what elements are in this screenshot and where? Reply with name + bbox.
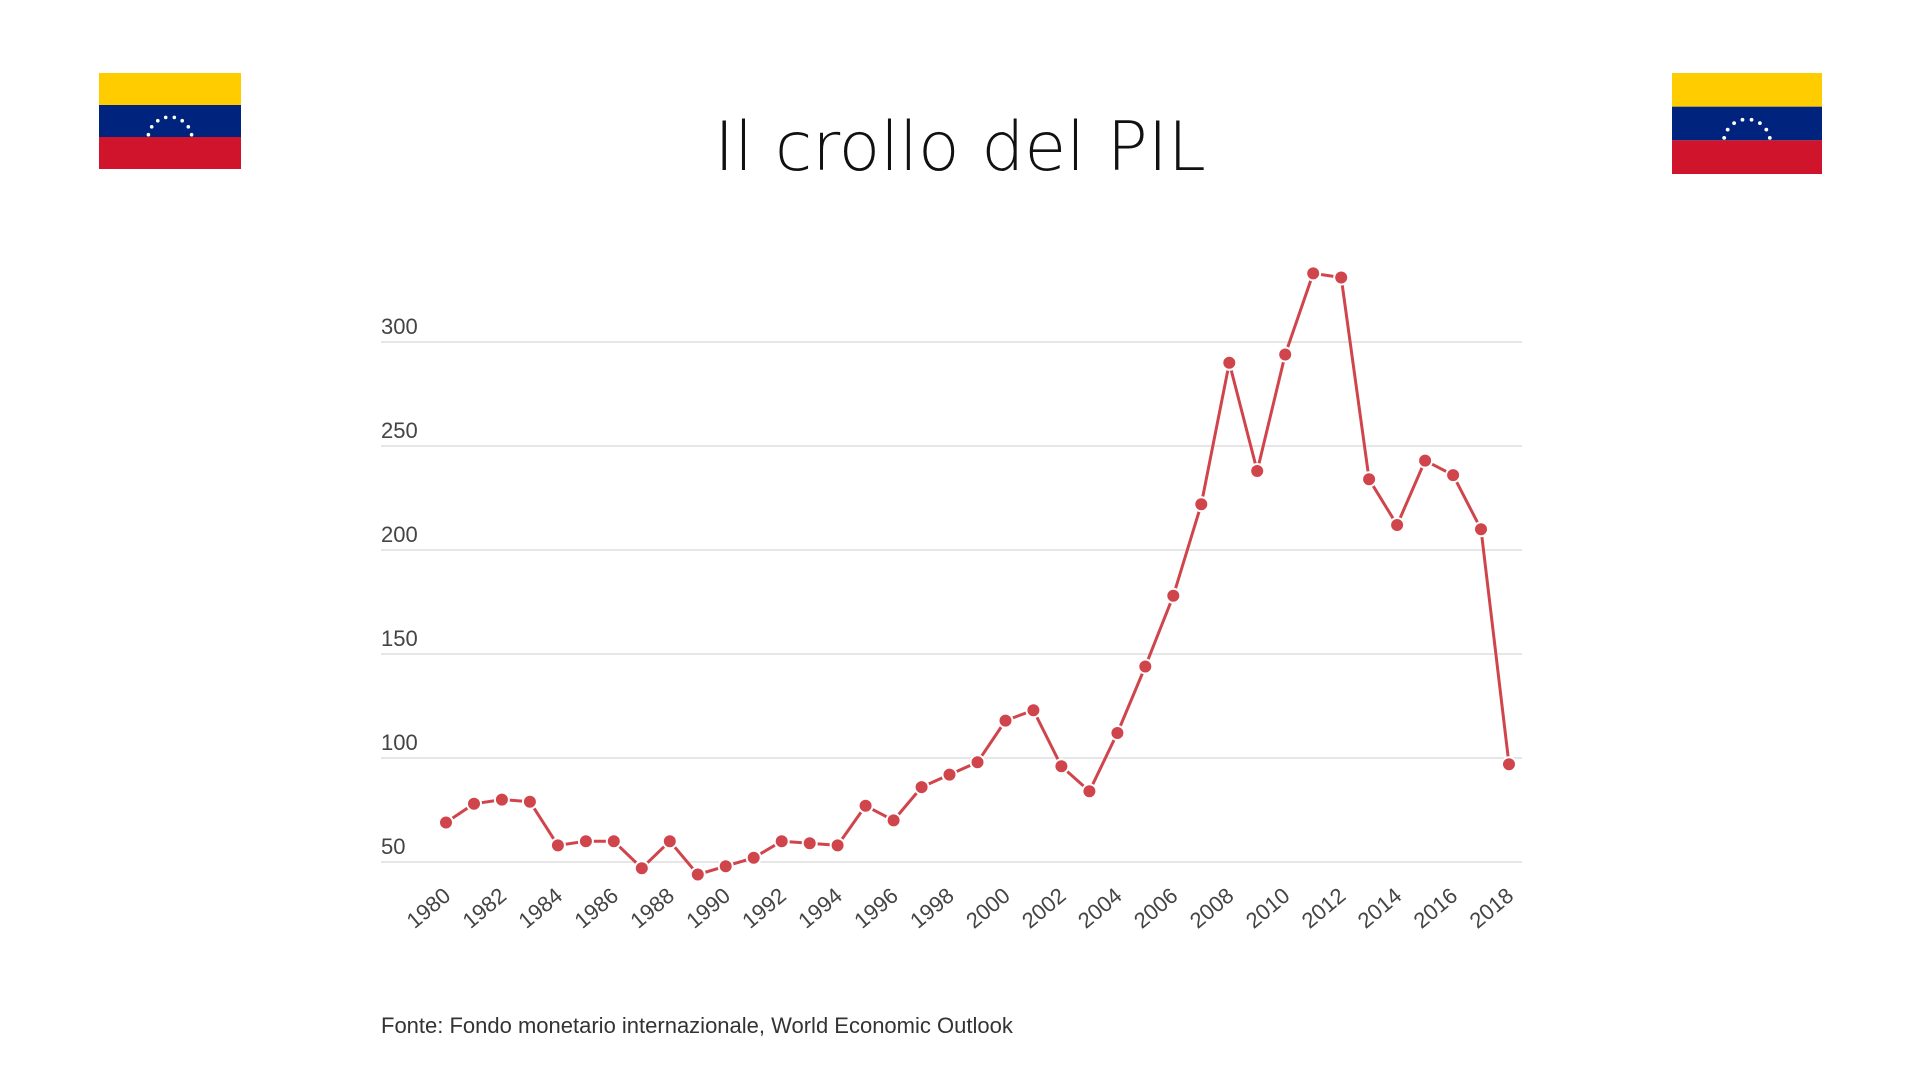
- x-tick-label: 1998: [905, 883, 959, 934]
- flag-star: [186, 125, 191, 129]
- data-point: [1305, 265, 1322, 282]
- flag-star: [1740, 117, 1745, 122]
- y-axis-tick-labels: 50 100 150 200 250 300: [381, 314, 418, 859]
- flag-star: [1722, 136, 1727, 140]
- data-point: [466, 795, 482, 812]
- x-tick-label: 2008: [1185, 883, 1239, 934]
- data-point: [1333, 269, 1350, 286]
- flag-star: [146, 132, 151, 137]
- x-tick-label: 2014: [1353, 883, 1407, 934]
- x-tick-label: 2012: [1297, 883, 1351, 934]
- data-point: [605, 833, 622, 850]
- data-point: [1417, 452, 1434, 469]
- data-point: [1389, 517, 1406, 533]
- x-tick-label: 1996: [849, 883, 903, 934]
- data-point: [438, 814, 454, 831]
- data-point: [633, 860, 650, 877]
- x-tick-label: 1990: [681, 883, 735, 934]
- data-point: [997, 712, 1014, 729]
- venezuela-flag-icon: [1672, 73, 1822, 174]
- x-tick-label: 2000: [961, 883, 1015, 934]
- y-tick-label: 50: [381, 834, 405, 859]
- y-tick-label: 100: [381, 730, 418, 755]
- data-point: [1109, 725, 1126, 741]
- data-point: [745, 849, 762, 866]
- data-point: [1025, 702, 1042, 719]
- y-tick-label: 300: [381, 314, 418, 339]
- data-point: [1221, 354, 1238, 371]
- data-point: [1053, 758, 1070, 775]
- flag-star: [180, 118, 184, 123]
- data-point: [1501, 756, 1517, 773]
- flag-star: [1767, 136, 1772, 140]
- x-tick-label: 2006: [1129, 883, 1183, 934]
- flag-star: [1725, 127, 1730, 132]
- slide-title: Il crollo del PIL: [714, 108, 1206, 187]
- data-point: [521, 793, 538, 810]
- series-points: [438, 265, 1517, 883]
- data-point: [493, 791, 510, 808]
- x-tick-label: 1986: [569, 883, 623, 934]
- data-point: [941, 766, 958, 783]
- data-point: [1445, 467, 1462, 484]
- data-point: [1361, 471, 1378, 488]
- x-axis-tick-labels: 1980 1982 1984 1986 1988 1990 1992 1994 1996 1998…: [402, 883, 1519, 934]
- x-tick-label: 1994: [793, 883, 847, 934]
- data-point: [1473, 521, 1489, 538]
- data-point: [773, 833, 790, 850]
- data-point: [1249, 463, 1266, 479]
- source-note: Fonte: Fondo monetario internazionale, W…: [381, 1013, 1013, 1038]
- y-tick-label: 150: [381, 626, 418, 651]
- x-tick-label: 2002: [1017, 883, 1071, 934]
- data-point: [717, 858, 734, 875]
- flag-star: [1757, 121, 1762, 126]
- x-tick-label: 1980: [402, 883, 456, 934]
- data-point: [801, 835, 818, 852]
- data-point: [689, 866, 706, 883]
- flag-star: [1764, 127, 1769, 132]
- series-lines: [445, 271, 1511, 876]
- y-tick-label: 250: [381, 418, 418, 443]
- flag-star: [189, 132, 194, 137]
- x-tick-label: 2010: [1241, 883, 1295, 934]
- flag-star: [163, 115, 168, 120]
- venezuela-flag-icon: [99, 73, 241, 169]
- data-point: [577, 833, 594, 850]
- data-point: [1081, 783, 1098, 800]
- data-point: [913, 779, 930, 796]
- series-line: [445, 271, 1511, 876]
- data-point: [661, 833, 678, 850]
- data-point: [829, 837, 846, 854]
- x-tick-label: 1988: [625, 883, 679, 934]
- data-point: [857, 797, 874, 814]
- data-point: [969, 754, 986, 771]
- flag-star: [156, 118, 160, 123]
- flag-star: [1749, 117, 1754, 122]
- flag-star: [1732, 121, 1737, 126]
- flag-star: [172, 115, 177, 120]
- x-tick-label: 2016: [1409, 883, 1463, 934]
- x-tick-label: 2004: [1073, 883, 1127, 934]
- data-point: [1277, 346, 1294, 363]
- data-point: [885, 812, 902, 829]
- grid-lines: [381, 341, 1522, 863]
- x-tick-label: 1982: [458, 883, 512, 934]
- x-tick-label: 1992: [737, 883, 791, 934]
- venezuela-flag-icon: [1672, 73, 1822, 174]
- x-tick-label: 1984: [514, 883, 568, 934]
- x-tick-label: 2018: [1465, 883, 1519, 934]
- data-point: [1165, 587, 1182, 604]
- venezuela-flag-icon: [99, 73, 241, 169]
- data-point: [1137, 658, 1154, 675]
- data-point: [549, 837, 566, 854]
- data-point: [1193, 496, 1210, 513]
- y-tick-label: 200: [381, 522, 418, 547]
- flag-star: [149, 125, 154, 129]
